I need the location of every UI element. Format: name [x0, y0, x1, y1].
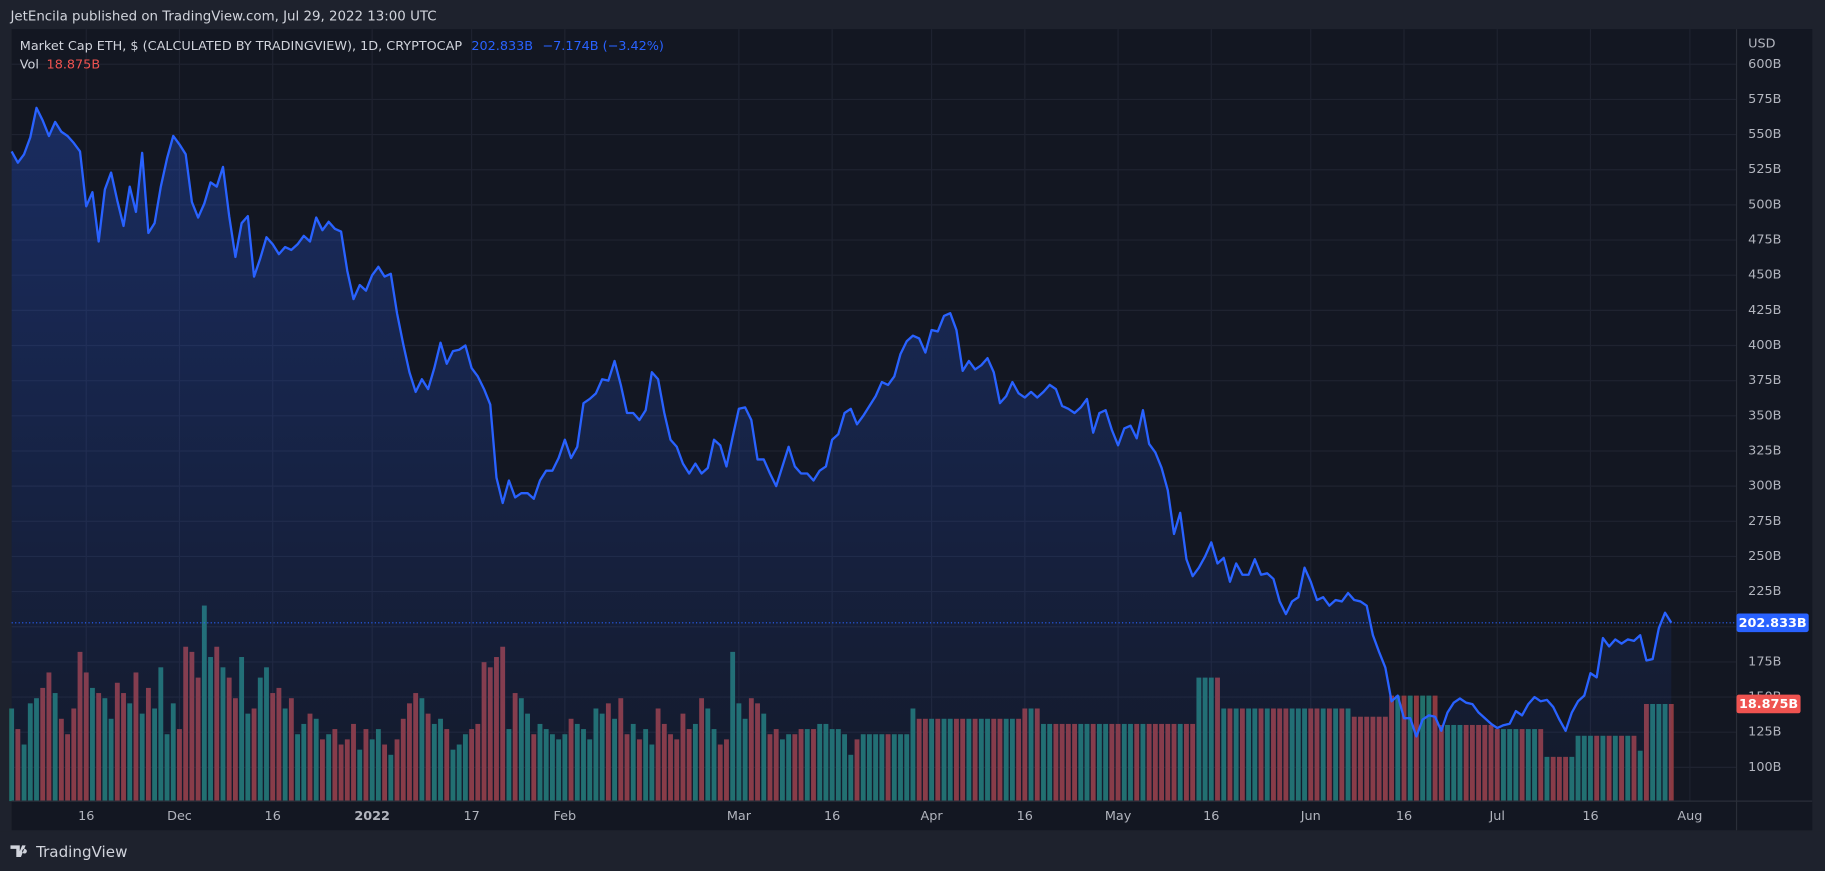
x-tick-label: 16: [1396, 809, 1412, 824]
x-tick-label: 2022: [354, 809, 390, 824]
legend-last-value: 202.833B: [471, 39, 533, 54]
volume-tag: [1736, 694, 1801, 714]
y-tick-label: 500B: [1748, 197, 1781, 212]
x-tick-label: 16: [1017, 809, 1033, 824]
x-tick-label: Jun: [1300, 809, 1321, 824]
legend-vol-value: 18.875B: [47, 58, 101, 73]
x-tick-label: May: [1105, 809, 1132, 824]
y-tick-label: 100B: [1748, 760, 1781, 775]
last-price-tag-label: 202.833B: [1739, 616, 1807, 631]
footer: [0, 831, 1825, 871]
area-fill: [11, 107, 1672, 802]
y-tick-label: 525B: [1748, 162, 1781, 177]
plot: [10, 106, 1737, 802]
y-tick-label: 550B: [1748, 127, 1781, 142]
axis-unit: USD: [1748, 37, 1775, 52]
y-tick-label: 475B: [1748, 233, 1781, 248]
y-tick-label: 325B: [1748, 443, 1781, 458]
x-tick-label: 16: [265, 809, 281, 824]
y-tick-label: 400B: [1748, 338, 1781, 353]
legend: Market Cap ETH, $ (CALCULATED BY TRADING…: [20, 39, 664, 73]
legend-change: −7.174B (−3.42%): [542, 39, 664, 54]
y-tick-label: 375B: [1748, 373, 1781, 388]
y-tick-label: 300B: [1748, 479, 1781, 494]
x-tick-label: Aug: [1677, 809, 1702, 824]
y-tick-label: 600B: [1748, 57, 1781, 72]
x-tick-label: 16: [1582, 809, 1598, 824]
x-tick-label: Apr: [921, 809, 944, 824]
x-tick-label: Dec: [167, 809, 192, 824]
x-tick-label: 16: [78, 809, 94, 824]
volume-tag-label: 18.875B: [1739, 697, 1798, 712]
x-tick-label: Jul: [1489, 809, 1505, 824]
volume-bar: [1668, 703, 1674, 802]
x-tick-label: Feb: [554, 809, 577, 824]
y-tick-label: 175B: [1748, 654, 1781, 669]
y-tick-label: 350B: [1748, 408, 1781, 423]
y-tick-label: 575B: [1748, 92, 1781, 107]
y-tick-label: 275B: [1748, 514, 1781, 529]
price-tags: 202.833B 18.875B: [1736, 613, 1809, 714]
brand-name: TradingView: [35, 843, 127, 861]
brand-logo: [10, 845, 27, 858]
price-line: [10, 106, 1673, 738]
x-tick-label: 17: [463, 809, 479, 824]
y-tick-label: 225B: [1748, 584, 1781, 599]
last-price-tag: [1736, 613, 1809, 633]
x-tick-label: 16: [824, 809, 840, 824]
x-tick-label: 16: [1203, 809, 1219, 824]
y-tick-label: 450B: [1748, 268, 1781, 283]
publisher-line: JetEncila published on TradingView.com, …: [9, 9, 436, 24]
y-tick-label: 125B: [1748, 725, 1781, 740]
x-tick-label: Mar: [727, 809, 752, 824]
legend-vol-name: Vol: [20, 58, 39, 73]
legend-title: Market Cap ETH, $ (CALCULATED BY TRADING…: [20, 39, 463, 54]
y-tick-label: 425B: [1748, 303, 1781, 318]
y-tick-label: 250B: [1748, 549, 1781, 564]
